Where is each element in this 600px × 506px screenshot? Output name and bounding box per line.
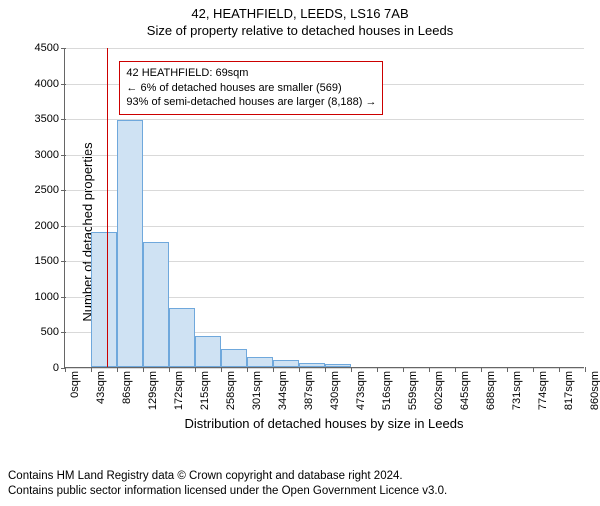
y-tick: 2000 (35, 220, 65, 232)
x-tick: 387sqm (303, 371, 315, 410)
y-tick: 1500 (35, 255, 65, 267)
x-tick-mark (481, 367, 482, 372)
x-tick-mark (455, 367, 456, 372)
x-axis-label: Distribution of detached houses by size … (64, 416, 584, 431)
plot-area: 0500100015002000250030003500400045000sqm… (64, 48, 584, 368)
x-tick: 688sqm (485, 371, 497, 410)
x-tick-mark (299, 367, 300, 372)
histogram-bar (169, 308, 195, 367)
x-tick: 602sqm (433, 371, 445, 410)
x-tick: 0sqm (69, 371, 81, 398)
x-tick: 301sqm (251, 371, 263, 410)
x-tick-mark (585, 367, 586, 372)
y-tick: 1000 (35, 291, 65, 303)
histogram-bar (117, 120, 143, 367)
x-tick-mark (221, 367, 222, 372)
x-tick: 43sqm (95, 371, 107, 404)
x-tick-mark (377, 367, 378, 372)
annotation-line: ← 6% of detached houses are smaller (569… (126, 81, 376, 96)
histogram-bar (247, 357, 273, 367)
footer-line-2: Contains public sector information licen… (8, 484, 447, 500)
histogram-bar (299, 363, 325, 367)
histogram-bar (195, 336, 221, 367)
x-tick-mark (325, 367, 326, 372)
x-tick-mark (351, 367, 352, 372)
histogram-bar (273, 360, 299, 367)
y-tick: 3500 (35, 113, 65, 125)
x-tick-mark (91, 367, 92, 372)
x-tick: 172sqm (173, 371, 185, 410)
x-tick-mark (403, 367, 404, 372)
chart: Number of detached properties 0500100015… (0, 42, 600, 422)
x-tick-mark (117, 367, 118, 372)
gridline (65, 48, 584, 49)
annotation-line: 42 HEATHFIELD: 69sqm (126, 66, 376, 81)
x-tick-mark (195, 367, 196, 372)
x-tick: 559sqm (407, 371, 419, 410)
x-tick-mark (533, 367, 534, 372)
histogram-bar (325, 364, 351, 367)
y-tick: 2500 (35, 184, 65, 196)
x-tick-mark (247, 367, 248, 372)
x-tick: 215sqm (199, 371, 211, 410)
x-tick-mark (559, 367, 560, 372)
reference-line (107, 48, 108, 367)
y-tick: 4500 (35, 42, 65, 54)
x-tick-mark (507, 367, 508, 372)
y-tick: 3000 (35, 149, 65, 161)
histogram-bar (91, 232, 117, 367)
x-tick-mark (65, 367, 66, 372)
x-tick: 344sqm (277, 371, 289, 410)
annotation-box: 42 HEATHFIELD: 69sqm← 6% of detached hou… (119, 61, 383, 116)
y-tick: 4000 (35, 78, 65, 90)
x-tick: 516sqm (381, 371, 393, 410)
x-tick: 860sqm (589, 371, 600, 410)
footer-line-1: Contains HM Land Registry data © Crown c… (8, 469, 447, 485)
x-tick: 430sqm (329, 371, 341, 410)
footer: Contains HM Land Registry data © Crown c… (8, 469, 447, 500)
x-tick-mark (429, 367, 430, 372)
x-tick: 129sqm (147, 371, 159, 410)
x-tick: 731sqm (511, 371, 523, 410)
x-tick-mark (169, 367, 170, 372)
x-tick: 774sqm (537, 371, 549, 410)
x-tick: 86sqm (121, 371, 133, 404)
y-tick: 0 (53, 362, 65, 374)
page-title: 42, HEATHFIELD, LEEDS, LS16 7AB (0, 6, 600, 21)
y-tick: 500 (41, 326, 65, 338)
x-tick: 817sqm (563, 371, 575, 410)
histogram-bar (143, 242, 169, 367)
x-tick: 645sqm (459, 371, 471, 410)
histogram-bar (221, 349, 247, 367)
x-tick-mark (273, 367, 274, 372)
annotation-line: 93% of semi-detached houses are larger (… (126, 95, 376, 110)
x-tick: 473sqm (355, 371, 367, 410)
x-tick: 258sqm (225, 371, 237, 410)
page-subtitle: Size of property relative to detached ho… (0, 23, 600, 38)
x-tick-mark (143, 367, 144, 372)
